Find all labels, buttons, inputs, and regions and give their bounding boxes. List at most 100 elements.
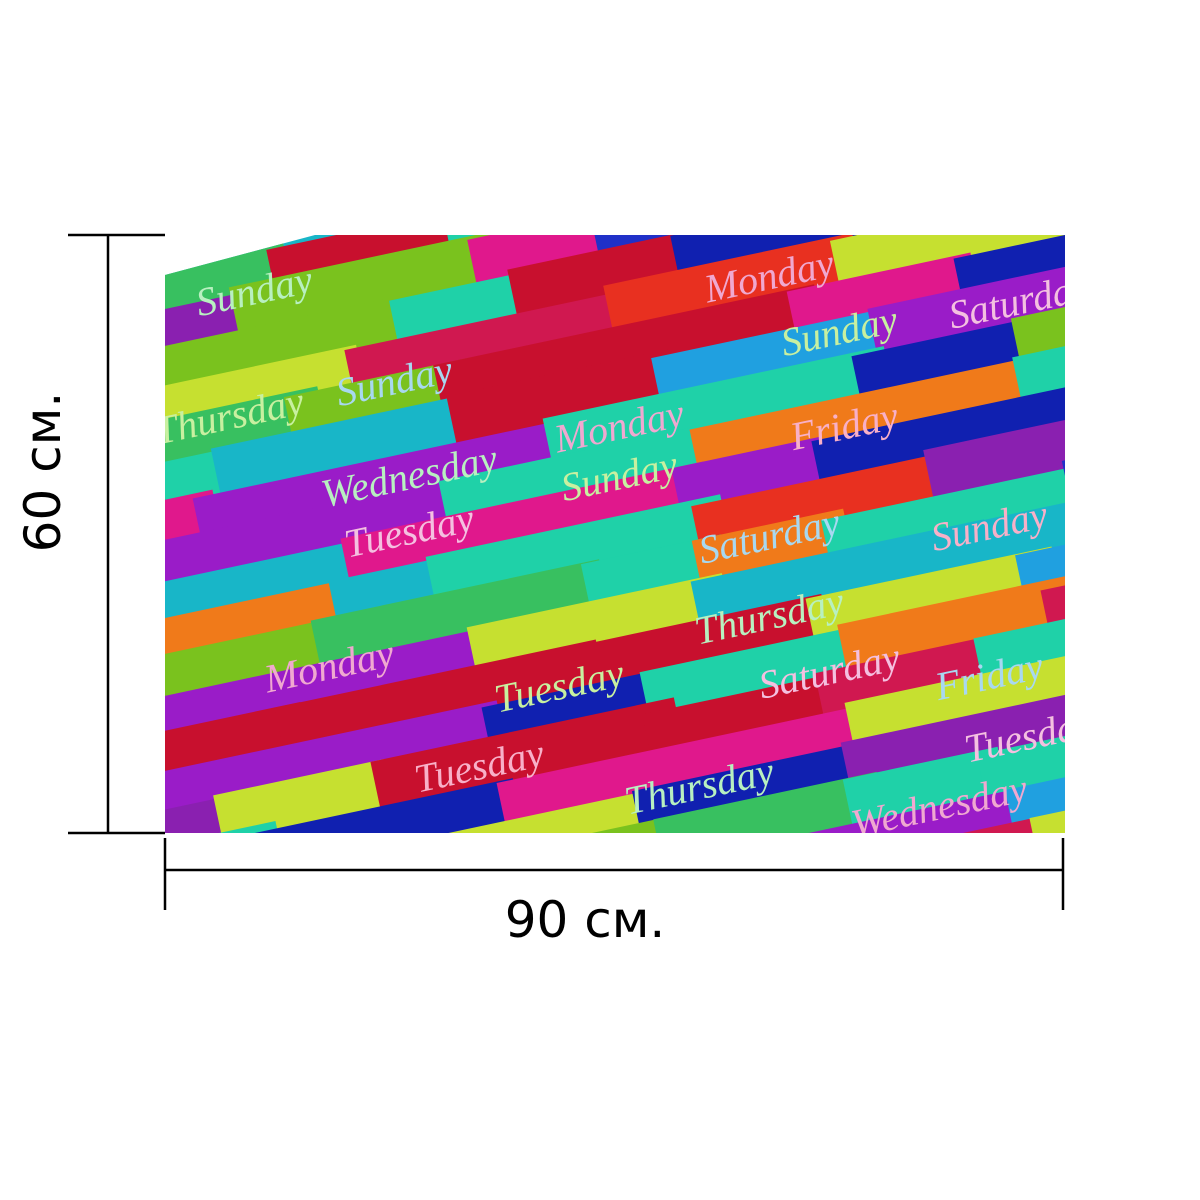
paint-stripe	[706, 787, 1035, 833]
paint-stripe	[580, 534, 732, 612]
paint-stripe	[1165, 67, 1200, 179]
paint-stripe	[165, 287, 276, 393]
paint-stripe	[1146, 526, 1200, 615]
paint-stripe	[88, 888, 354, 989]
paint-stripe	[970, 487, 1065, 570]
paint-stripe	[1102, 425, 1200, 543]
paint-stripe	[651, 304, 915, 406]
paint-stripe	[691, 508, 854, 588]
paint-stripe	[213, 759, 395, 833]
paint-stripe	[165, 475, 478, 604]
paint-stripe	[307, 943, 624, 1055]
paint-stripe	[976, 707, 1065, 802]
paint-stripe	[165, 791, 261, 833]
paint-stripe	[466, 573, 732, 675]
paint-stripe	[844, 637, 1065, 750]
paint-stripe	[791, 894, 1045, 993]
paint-stripe	[165, 386, 328, 498]
paint-stripe	[0, 955, 387, 1084]
paint-stripe	[165, 620, 333, 731]
paint-stripe	[173, 235, 365, 240]
paint-stripe	[1094, 346, 1200, 468]
paint-stripe	[1184, 206, 1200, 332]
paint-stripe	[496, 701, 890, 830]
paint-stripe	[0, 259, 15, 342]
paint-stripe	[642, 669, 864, 762]
paint-stripe	[786, 252, 981, 339]
paint-stripe	[310, 559, 610, 668]
paint-stripe	[446, 349, 678, 444]
paint-stripe	[165, 701, 311, 800]
paint-stripe	[811, 368, 1065, 489]
paint-stripe	[210, 393, 482, 496]
paint-stripe	[1157, 762, 1200, 845]
paint-stripe	[704, 816, 1052, 833]
paint-stripe	[923, 411, 1065, 498]
paint-stripe	[48, 122, 308, 222]
paint-stripe	[840, 683, 1065, 790]
paint-stripe	[670, 235, 929, 283]
paint-stripe	[542, 346, 894, 466]
paint-stripe	[946, 68, 1125, 151]
paint-stripe	[0, 225, 4, 308]
paint-stripe	[283, 357, 482, 445]
paint-stripe	[438, 422, 727, 529]
paint-stripe	[228, 235, 502, 335]
paint-stripe	[845, 42, 1061, 133]
paint-stripe	[571, 593, 832, 694]
paint-stripe	[320, 96, 606, 202]
paint-stripe	[0, 746, 110, 828]
paint-stripe	[165, 292, 428, 408]
paint-stripe	[0, 675, 72, 752]
paint-stripe	[165, 344, 367, 448]
paint-stripe	[0, 587, 149, 683]
paint-stripe	[0, 628, 122, 717]
paint-stripe	[888, 85, 1194, 195]
paint-stripe	[837, 575, 1065, 672]
height-label: 60 см.	[14, 392, 72, 553]
paint-stripe	[1070, 235, 1200, 318]
paint-stripe	[0, 938, 291, 1048]
paint-stripe	[826, 0, 1144, 53]
paint-stripe	[0, 1007, 332, 1123]
paint-stripe	[1175, 776, 1200, 874]
paint-stripe	[317, 786, 676, 833]
paint-stripe	[284, 63, 581, 171]
paint-stripe	[0, 845, 356, 972]
paint-stripe	[370, 697, 684, 809]
paint-stripe	[1082, 38, 1200, 115]
paint-stripe	[1149, 41, 1200, 143]
paint-stripe	[1139, 138, 1200, 259]
paint-stripe	[554, 0, 868, 110]
paint-stripe	[1117, 318, 1200, 419]
paint-stripe	[0, 272, 129, 378]
paint-stripe	[1117, 124, 1200, 227]
paint-stripe	[960, 0, 1200, 66]
paint-stripe	[675, 73, 889, 163]
paint-stripe	[165, 821, 286, 833]
paint-stripe	[274, 639, 606, 755]
paint-stripe	[425, 494, 731, 604]
paint-stripe	[0, 701, 156, 794]
paint-stripe	[690, 519, 994, 629]
width-label: 90 см.	[505, 891, 666, 949]
paint-stripe	[9, 1079, 214, 1167]
paint-stripe	[444, 937, 838, 1066]
paint-stripe	[907, 128, 1188, 233]
paint-stripe	[867, 257, 1065, 356]
paint-stripe	[842, 746, 1008, 827]
paint-stripe	[749, 861, 1037, 967]
paint-stripe	[1190, 400, 1200, 482]
paint-stripe	[1150, 571, 1200, 649]
paint-stripe	[0, 939, 135, 1017]
paint-stripe	[1124, 593, 1200, 690]
paint-stripe	[165, 535, 389, 637]
paint-stripe	[258, 903, 468, 992]
paint-stripe	[165, 240, 293, 329]
paint-stripe	[1176, 642, 1200, 763]
paint-stripe	[507, 235, 702, 317]
paint-stripe	[0, 552, 115, 643]
paint-stripe	[603, 235, 863, 333]
paint-stripe	[165, 575, 376, 684]
paint-stripe	[0, 169, 90, 272]
